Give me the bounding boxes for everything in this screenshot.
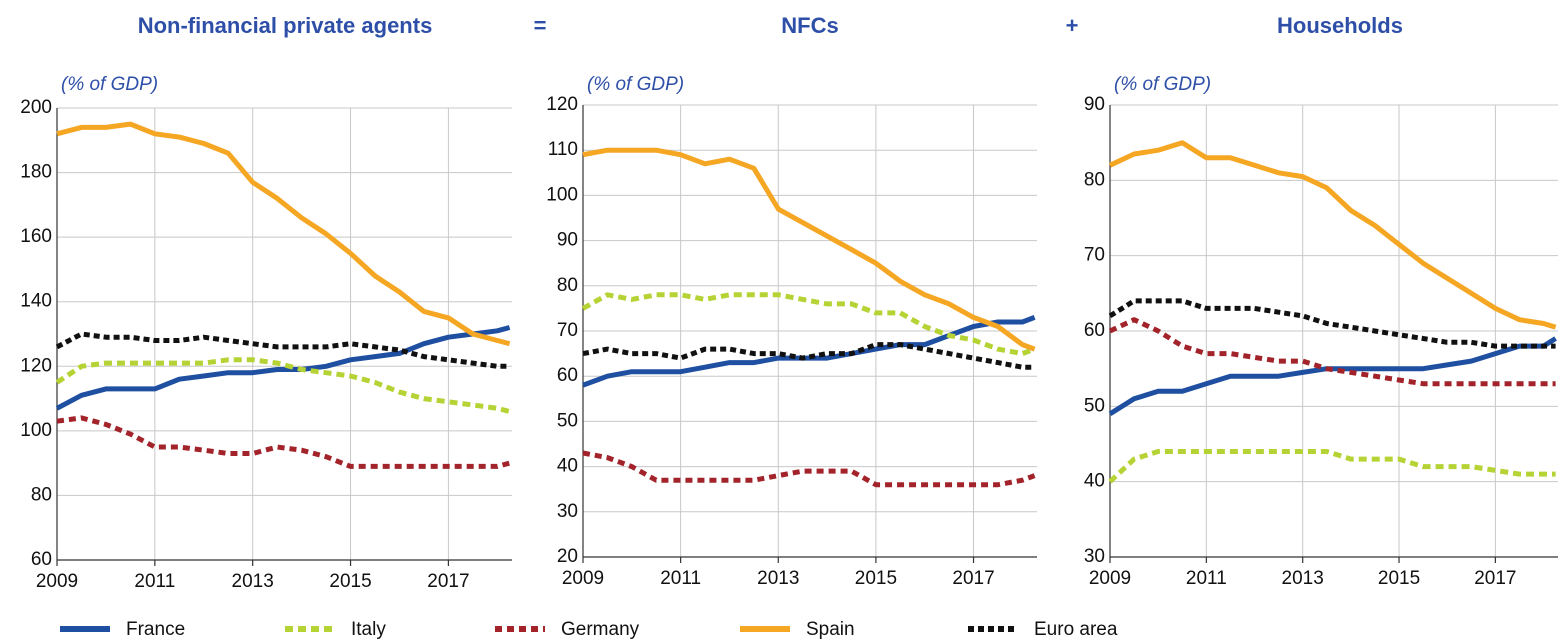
y-tick-label: 60 (31, 549, 52, 570)
series-line (582, 342, 1035, 370)
legend-label: Spain (806, 619, 855, 640)
operator: + (1066, 13, 1079, 38)
series-line (55, 331, 510, 369)
x-tick-label: 2011 (134, 571, 175, 592)
operator: = (534, 13, 547, 38)
y-tick-label: 80 (1084, 169, 1105, 190)
y-tick-label: 100 (546, 184, 578, 205)
legend-label: France (126, 619, 185, 640)
y-tick-label: 180 (20, 162, 52, 183)
x-tick-label: 2009 (1089, 568, 1131, 589)
y-tick-label: 70 (557, 320, 578, 341)
x-tick-label: 2013 (757, 568, 799, 589)
x-tick-label: 2013 (232, 571, 274, 592)
series-line (1108, 140, 1557, 330)
y-tick-label: 110 (548, 139, 578, 160)
x-tick-label: 2011 (1186, 568, 1227, 589)
y-tick-label: 120 (20, 355, 52, 376)
x-tick-label: 2017 (427, 571, 469, 592)
y-tick-label: 40 (557, 456, 578, 477)
series-line (56, 121, 511, 347)
legend-label: Germany (561, 619, 640, 640)
series-line (1108, 336, 1557, 417)
y-tick-label: 160 (20, 226, 52, 247)
y-tick-label: 200 (20, 97, 52, 118)
series-line (1108, 449, 1556, 484)
y-tick-label: 40 (1084, 471, 1105, 492)
y-tick-label: 20 (557, 546, 578, 567)
y-tick-label: 100 (20, 420, 52, 441)
x-tick-label: 2011 (660, 568, 701, 589)
y-tick-label: 60 (1084, 320, 1105, 341)
y-tick-label: 30 (557, 501, 578, 522)
x-tick-label: 2015 (855, 568, 897, 589)
chart-title: Households (1277, 13, 1403, 38)
series-line (582, 147, 1036, 352)
y-tick-label: 50 (1084, 395, 1105, 416)
y-tick-label: 80 (31, 484, 52, 505)
x-tick-label: 2015 (329, 571, 371, 592)
y-tick-label: 90 (557, 230, 578, 251)
series-line (55, 325, 511, 411)
legend-label: Euro area (1034, 619, 1118, 640)
x-tick-label: 2009 (36, 571, 78, 592)
y-tick-label: 140 (20, 291, 52, 312)
chart-title: Non-financial private agents (138, 13, 433, 38)
y-tick-label: 60 (557, 365, 578, 386)
y-tick-label: 70 (1084, 245, 1105, 266)
y-axis-label: (% of GDP) (61, 74, 158, 95)
series-line (582, 315, 1036, 388)
series-line (582, 450, 1036, 488)
x-tick-label: 2009 (562, 568, 604, 589)
series-line (1108, 317, 1556, 387)
y-tick-label: 80 (557, 275, 578, 296)
series-line (55, 357, 511, 414)
series-line (581, 292, 1036, 357)
x-tick-label: 2017 (952, 568, 994, 589)
y-tick-label: 120 (546, 94, 578, 115)
series-line (1108, 298, 1556, 349)
series-line (56, 415, 511, 469)
y-axis-label: (% of GDP) (587, 74, 684, 95)
x-tick-label: 2013 (1282, 568, 1324, 589)
y-axis-label: (% of GDP) (1114, 74, 1211, 95)
x-tick-label: 2017 (1474, 568, 1516, 589)
legend-label: Italy (351, 619, 386, 640)
x-tick-label: 2015 (1378, 568, 1420, 589)
y-tick-label: 30 (1084, 546, 1105, 567)
y-tick-label: 90 (1084, 94, 1105, 115)
y-tick-label: 50 (557, 410, 578, 431)
chart-title: NFCs (781, 13, 838, 38)
